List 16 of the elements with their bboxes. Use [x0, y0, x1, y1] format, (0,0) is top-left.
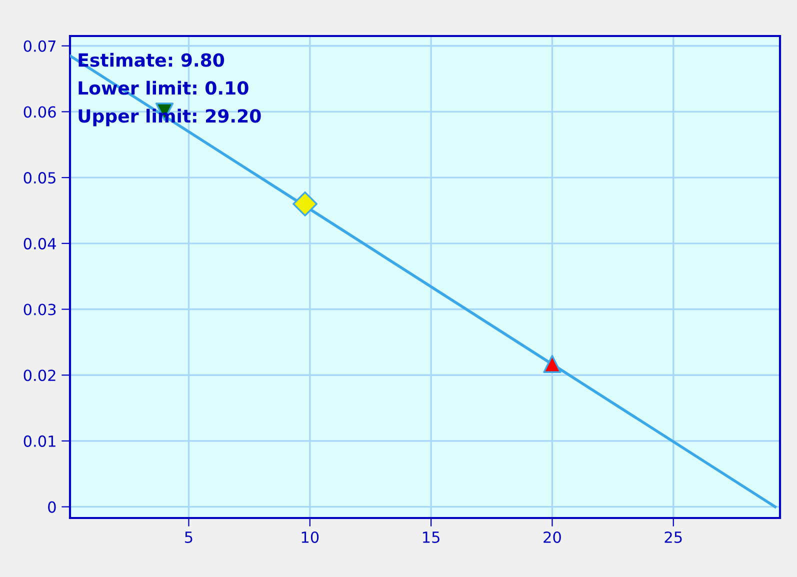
y-tick-label: 0.04: [24, 238, 56, 250]
y-tick-label: 0.03: [24, 304, 56, 316]
y-tick-label: 0.07: [24, 40, 56, 52]
y-tick-label: 0.01: [24, 435, 56, 447]
y-tick-label: 0.02: [24, 370, 56, 382]
y-tick-label: 0.05: [24, 172, 56, 184]
x-tick-label: 25: [664, 531, 682, 544]
x-tick-label: 10: [302, 531, 319, 544]
y-tick-label: 0: [48, 501, 56, 513]
point: [292, 191, 318, 216]
point: [543, 354, 562, 373]
y-tick-label: 0.06: [24, 106, 56, 118]
annotation: Estimate: 9.80: [78, 52, 224, 67]
x-tick-label: 15: [423, 532, 440, 544]
x-tick-label: 5: [185, 532, 192, 544]
x-tick-label: 20: [544, 531, 561, 544]
